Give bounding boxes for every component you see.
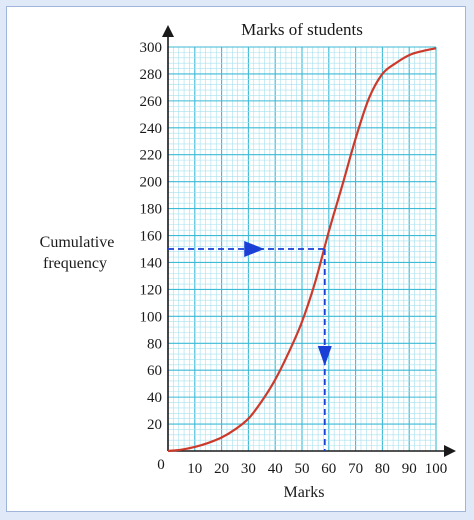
x-tick-label: 20: [214, 461, 229, 477]
x-tick-label: 70: [348, 461, 363, 477]
y-tick-label: 100: [140, 309, 163, 325]
x-tick-label: 100: [425, 461, 448, 477]
y-tick-label: 140: [140, 255, 163, 271]
y-tick-label: 280: [140, 67, 163, 83]
x-tick-label: 40: [268, 461, 283, 477]
y-tick-label: 260: [140, 94, 163, 110]
guide-lines: [168, 241, 332, 451]
y-tick-label: 40: [147, 390, 162, 406]
y-axis-label-line-2: frequency: [43, 255, 107, 272]
y-tick-label: 300: [140, 40, 163, 56]
y-tick-label: 220: [140, 148, 163, 164]
x-tick-label: 10: [187, 461, 202, 477]
x-tick-label: 60: [321, 461, 336, 477]
series: [167, 47, 437, 453]
y-tick-label: 60: [147, 363, 162, 379]
x-axis-arrowhead: [444, 445, 456, 457]
y-axis-arrowhead: [162, 25, 174, 37]
axes: [162, 25, 456, 457]
cumulative-frequency-curve: [167, 47, 437, 453]
y-tick-label: 240: [140, 121, 163, 137]
y-tick-label: 80: [147, 336, 162, 352]
x-tick-label: 30: [241, 461, 256, 477]
y-tick-label: 200: [140, 175, 163, 191]
chart-frame: 20 40 60 80 100 120 140 160 180 200 220 240 260 280 30…: [6, 6, 466, 512]
chart-svg: 2040608010012014016018020022024026028030…: [40, 20, 456, 501]
guide-arrow-down: [317, 346, 332, 367]
y-tick-label: 160: [140, 229, 163, 245]
y-axis-label-line-1: Cumulative: [40, 234, 115, 251]
x-tick-label: 90: [402, 461, 417, 477]
guide-arrow-right: [244, 241, 265, 257]
x-axis-label: Marks: [284, 484, 325, 501]
origin-label: 0: [157, 457, 165, 473]
y-tick-label: 120: [140, 282, 163, 298]
y-tick-label: 180: [140, 202, 163, 218]
x-tick-label: 50: [295, 461, 310, 477]
y-tick-label: 20: [147, 417, 162, 433]
chart-title: Marks of students: [241, 20, 363, 39]
tick-labels: 2040608010012014016018020022024026028030…: [140, 40, 448, 477]
x-tick-label: 80: [375, 461, 390, 477]
